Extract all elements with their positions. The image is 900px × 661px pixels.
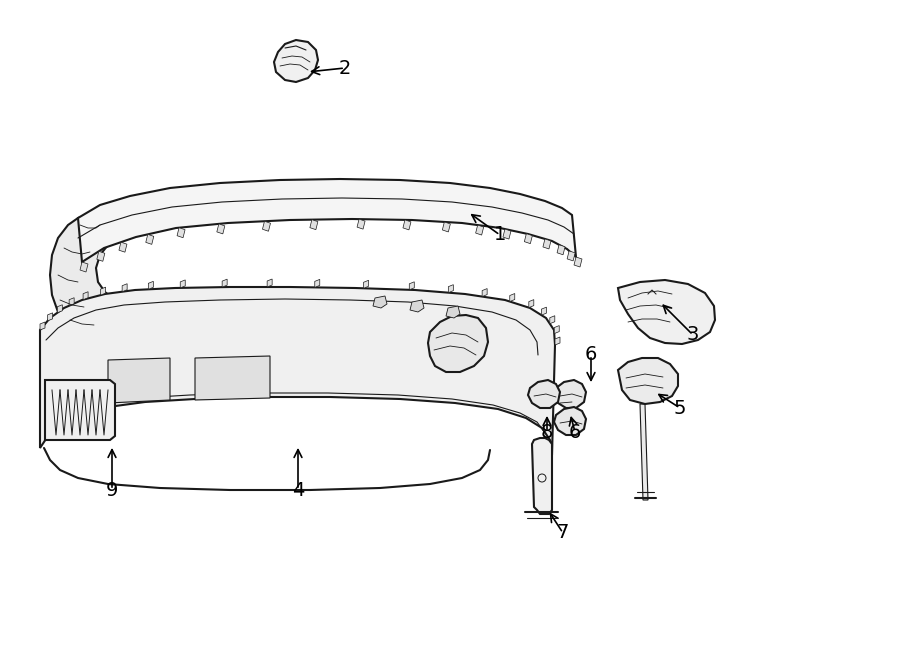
Polygon shape (640, 404, 648, 500)
Polygon shape (410, 300, 424, 312)
Text: 9: 9 (106, 481, 118, 500)
Polygon shape (263, 221, 271, 231)
Polygon shape (542, 307, 546, 315)
Polygon shape (509, 293, 515, 301)
Polygon shape (119, 242, 127, 253)
Polygon shape (40, 322, 45, 330)
Polygon shape (528, 380, 560, 408)
Polygon shape (532, 438, 552, 514)
Polygon shape (529, 299, 534, 307)
Polygon shape (554, 326, 559, 334)
Text: 8: 8 (541, 422, 554, 442)
Text: 2: 2 (338, 59, 351, 77)
Polygon shape (446, 306, 460, 318)
Polygon shape (410, 282, 414, 290)
Text: 1: 1 (494, 225, 506, 245)
Polygon shape (48, 313, 52, 321)
Polygon shape (101, 287, 105, 295)
Text: 6: 6 (569, 422, 581, 442)
Polygon shape (310, 219, 318, 229)
Polygon shape (50, 215, 124, 340)
Polygon shape (574, 257, 582, 267)
Polygon shape (69, 297, 74, 306)
Text: 6: 6 (585, 346, 598, 364)
Polygon shape (567, 251, 575, 261)
Polygon shape (403, 220, 411, 230)
Polygon shape (482, 289, 487, 297)
Polygon shape (40, 287, 555, 455)
Polygon shape (555, 337, 560, 345)
Polygon shape (315, 280, 320, 288)
Polygon shape (108, 358, 170, 403)
Polygon shape (217, 224, 225, 234)
Polygon shape (618, 358, 678, 404)
Polygon shape (557, 245, 565, 254)
Text: 5: 5 (674, 399, 686, 418)
Polygon shape (80, 262, 88, 272)
Polygon shape (364, 280, 369, 288)
Polygon shape (554, 380, 586, 408)
Text: 3: 3 (687, 325, 699, 344)
Polygon shape (97, 251, 104, 261)
Polygon shape (274, 40, 318, 82)
Polygon shape (195, 356, 270, 400)
Polygon shape (122, 284, 127, 292)
Polygon shape (475, 225, 483, 235)
Polygon shape (180, 280, 185, 288)
Polygon shape (373, 296, 387, 308)
Polygon shape (357, 219, 365, 229)
Polygon shape (618, 280, 715, 344)
Polygon shape (146, 235, 154, 245)
Polygon shape (554, 407, 586, 435)
Polygon shape (503, 229, 511, 239)
Polygon shape (543, 239, 551, 249)
Polygon shape (448, 285, 454, 293)
Polygon shape (148, 282, 153, 290)
Polygon shape (443, 222, 450, 232)
Polygon shape (45, 380, 115, 440)
Polygon shape (177, 227, 185, 238)
Text: 4: 4 (292, 481, 304, 500)
Polygon shape (525, 233, 533, 244)
Polygon shape (78, 179, 576, 262)
Polygon shape (58, 305, 62, 313)
Text: 7: 7 (557, 524, 569, 543)
Polygon shape (222, 279, 227, 287)
Polygon shape (428, 315, 488, 372)
Polygon shape (550, 316, 554, 324)
Polygon shape (83, 292, 88, 299)
Polygon shape (267, 279, 272, 287)
